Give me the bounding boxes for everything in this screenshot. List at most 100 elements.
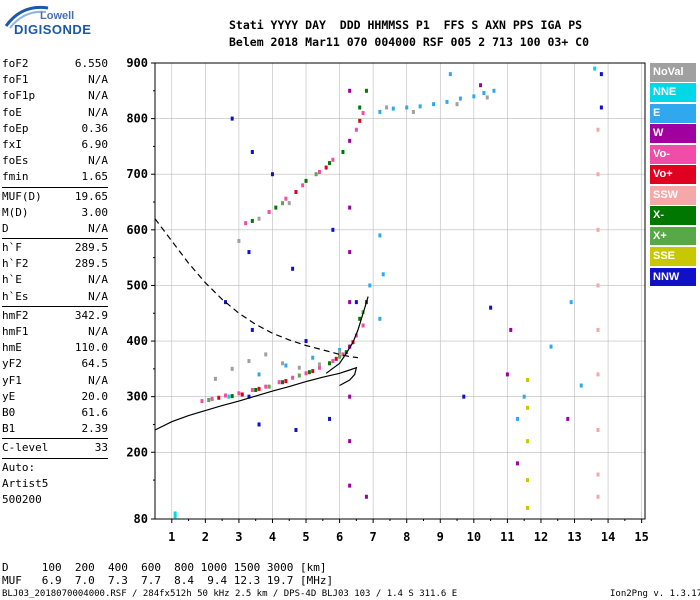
legend-item: Vo-: [650, 144, 696, 164]
x-tick-label: 3: [235, 530, 242, 544]
param-value: N/A: [88, 289, 108, 303]
param-value: 3.00: [81, 205, 109, 219]
digisonde-logo-swoosh: [4, 5, 49, 29]
echo-point: [341, 149, 345, 154]
echo-point: [448, 72, 452, 77]
y-tick-label: 700: [126, 167, 148, 181]
param-row: fmin 1.65: [2, 169, 108, 185]
x-tick-label: 1: [168, 530, 175, 544]
param-value: N/A: [88, 325, 108, 338]
param-value: N/A: [88, 373, 108, 387]
echo-point: [217, 395, 221, 400]
echo-point: [405, 105, 409, 110]
echo-point: [291, 266, 295, 271]
echo-point: [526, 439, 530, 444]
param-row: foF1 N/A: [2, 72, 108, 88]
param-value: 64.5: [81, 357, 109, 371]
echo-point: [247, 359, 251, 364]
param-name: h`E: [2, 273, 22, 287]
autoscaling-info: Auto:: [2, 460, 36, 474]
y-axis-ticks: 80 200 300 400 500 600 700 800 900: [126, 56, 155, 526]
y-tick-label: 500: [126, 278, 148, 292]
echo-point: [596, 372, 600, 377]
y-tick-label: 80: [134, 512, 148, 526]
footer-muf-line: MUF 6.9 7.0 7.3 7.7 8.4 9.4 12.3 19.7 [M…: [2, 574, 334, 587]
echo-point: [257, 216, 261, 221]
header-field-values: Belem 2018 Mar11 070 004000 RSF 005 2 71…: [229, 35, 590, 49]
param-row: h`F2 289.5: [2, 256, 108, 272]
echo-point: [230, 394, 234, 399]
param-value: N/A: [88, 154, 108, 168]
footer-version: Ion2Png v. 1.3.17: [610, 589, 700, 599]
echo-point: [297, 373, 301, 378]
echo-point: [277, 380, 281, 385]
echo-point: [338, 347, 342, 352]
echo-point: [596, 327, 600, 332]
param-name: MUF(D): [2, 189, 42, 203]
echo-point: [361, 323, 365, 328]
param-row: foF2 6.550: [2, 56, 108, 72]
echo-point: [596, 127, 600, 132]
x-tick-label: 15: [634, 530, 648, 544]
echo-point: [566, 416, 570, 421]
param-value: N/A: [88, 105, 108, 119]
param-value: N/A: [88, 73, 108, 87]
x-tick-label: 2: [202, 530, 209, 544]
echo-point: [338, 354, 342, 359]
param-name: hmF2: [2, 308, 29, 322]
param-separator: [2, 438, 108, 440]
echo-point: [338, 350, 342, 355]
y-tick-label: 300: [126, 390, 148, 404]
echo-point: [479, 83, 483, 88]
param-row: h`F 289.5: [2, 240, 108, 256]
x-tick-label: 8: [403, 530, 410, 544]
param-name: M(D): [2, 205, 29, 219]
param-name: B0: [2, 405, 16, 419]
echo-point: [250, 387, 254, 392]
echo-point: [264, 352, 268, 357]
param-row: foE N/A: [2, 105, 108, 121]
logo-lowell-text: Lowell: [40, 10, 75, 22]
x-tick-label: 11: [500, 530, 514, 544]
echo-point: [432, 102, 436, 107]
echo-point: [304, 339, 308, 344]
param-name: yF1: [2, 373, 22, 387]
param-value: 2.39: [81, 422, 109, 436]
x-tick-label: 6: [336, 530, 343, 544]
echo-point: [230, 116, 234, 121]
param-name: foE: [2, 105, 22, 119]
echo-point: [200, 399, 204, 404]
echo-point: [526, 405, 530, 410]
x-tick-label: 12: [534, 530, 548, 544]
param-row: foEp 0.36: [2, 121, 108, 137]
legend-item: X+: [650, 226, 696, 246]
echo-point: [247, 250, 251, 255]
echo-point: [485, 95, 489, 100]
param-separator: [2, 238, 108, 240]
y-tick-label: 900: [126, 56, 148, 70]
echo-point: [331, 359, 335, 364]
param-name: C-level: [2, 441, 49, 455]
echo-point: [354, 300, 358, 305]
echo-point: [284, 196, 288, 201]
logo-digisonde-text: DIGISONDE: [14, 22, 92, 37]
echo-point: [381, 272, 385, 277]
param-value: 1.65: [81, 170, 109, 184]
echo-point: [173, 511, 177, 516]
echo-point: [240, 392, 244, 397]
y-tick-label: 800: [126, 112, 148, 126]
param-row: yF2 64.5: [2, 356, 108, 372]
echo-point: [311, 369, 315, 374]
o-trace-curve: [325, 296, 369, 374]
echo-point: [210, 396, 214, 401]
echo-point: [526, 377, 530, 382]
echo-point: [254, 387, 258, 392]
echo-point: [348, 300, 352, 305]
echo-point: [364, 494, 368, 499]
echo-point: [354, 127, 358, 132]
autoscaling-info: Artist5: [2, 476, 49, 490]
x-axis-ticks: 1 2 3 4 5 6 7 8 9 10 11 12 13 14 15: [168, 519, 649, 544]
echo-point: [324, 165, 328, 170]
param-name: foF2: [2, 57, 29, 70]
